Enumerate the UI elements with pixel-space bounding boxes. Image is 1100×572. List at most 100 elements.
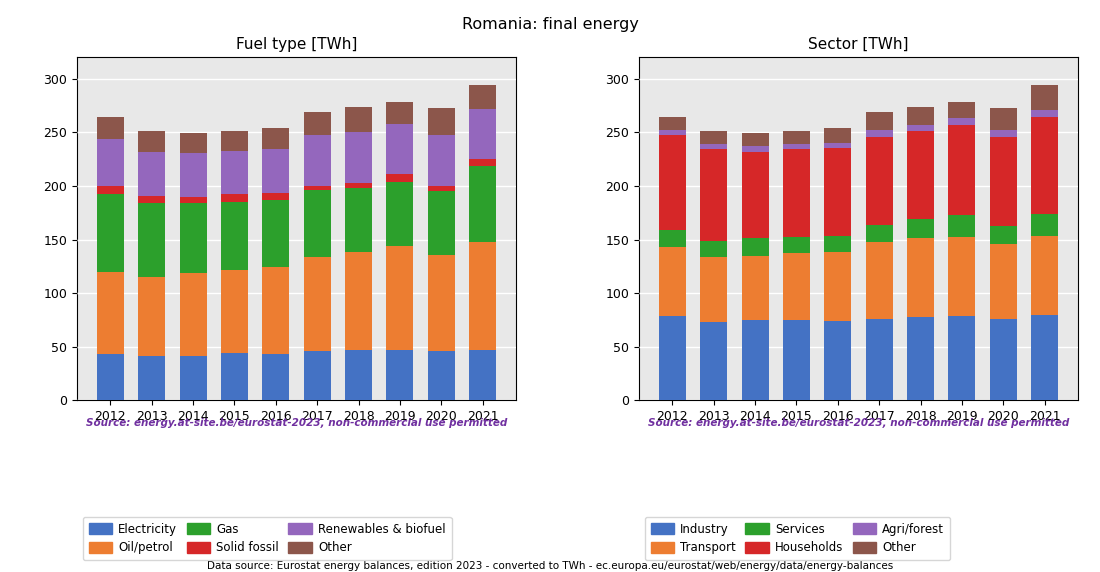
Bar: [428, 136, 454, 186]
Bar: [345, 132, 372, 182]
Bar: [824, 321, 851, 400]
Bar: [1031, 85, 1058, 110]
Bar: [221, 150, 248, 194]
Bar: [97, 138, 124, 186]
Text: Data source: Eurostat energy balances, edition 2023 - converted to TWh - ec.euro: Data source: Eurostat energy balances, e…: [207, 562, 893, 571]
Bar: [179, 203, 207, 273]
Bar: [386, 174, 414, 181]
Bar: [783, 320, 810, 400]
Bar: [783, 144, 810, 149]
Bar: [345, 350, 372, 400]
Bar: [908, 131, 934, 219]
Bar: [948, 102, 976, 118]
Bar: [179, 356, 207, 400]
Bar: [179, 273, 207, 356]
Bar: [139, 356, 165, 400]
Bar: [304, 112, 331, 136]
Bar: [1031, 117, 1058, 214]
Bar: [221, 131, 248, 150]
Bar: [990, 130, 1016, 137]
Bar: [1031, 214, 1058, 236]
Bar: [263, 354, 289, 400]
Bar: [1031, 236, 1058, 315]
Bar: [701, 131, 727, 144]
Bar: [1031, 110, 1058, 117]
Bar: [263, 149, 289, 193]
Bar: [470, 85, 496, 109]
Bar: [470, 241, 496, 350]
Bar: [428, 108, 454, 136]
Bar: [783, 253, 810, 320]
Legend: Electricity, Oil/petrol, Gas, Solid fossil, Renewables & biofuel, Other: Electricity, Oil/petrol, Gas, Solid foss…: [82, 517, 451, 561]
Bar: [741, 133, 769, 146]
Bar: [908, 125, 934, 131]
Bar: [263, 267, 289, 354]
Bar: [659, 316, 685, 400]
Bar: [97, 354, 124, 400]
Bar: [428, 191, 454, 255]
Text: Source: energy.at-site.be/eurostat-2023, non-commercial use permitted: Source: energy.at-site.be/eurostat-2023,…: [86, 418, 507, 427]
Bar: [97, 194, 124, 272]
Bar: [701, 241, 727, 257]
Bar: [386, 246, 414, 350]
Bar: [179, 133, 207, 153]
Bar: [345, 188, 372, 252]
Bar: [304, 186, 331, 190]
Bar: [741, 256, 769, 320]
Bar: [990, 137, 1016, 225]
Bar: [866, 137, 892, 224]
Bar: [866, 319, 892, 400]
Bar: [866, 241, 892, 319]
Bar: [1031, 315, 1058, 400]
Bar: [741, 146, 769, 152]
Bar: [659, 136, 685, 230]
Bar: [741, 320, 769, 400]
Bar: [824, 143, 851, 148]
Bar: [345, 182, 372, 188]
Bar: [139, 277, 165, 356]
Bar: [428, 351, 454, 400]
Bar: [866, 112, 892, 130]
Bar: [386, 124, 414, 174]
Bar: [824, 236, 851, 252]
Bar: [824, 148, 851, 236]
Bar: [659, 130, 685, 136]
Bar: [304, 136, 331, 186]
Bar: [263, 193, 289, 200]
Bar: [948, 316, 976, 400]
Bar: [470, 159, 496, 165]
Bar: [428, 186, 454, 191]
Bar: [470, 109, 496, 159]
Title: Fuel type [TWh]: Fuel type [TWh]: [235, 37, 358, 52]
Bar: [470, 350, 496, 400]
Bar: [139, 152, 165, 196]
Bar: [304, 257, 331, 351]
Bar: [783, 131, 810, 144]
Bar: [701, 322, 727, 400]
Bar: [428, 255, 454, 351]
Bar: [990, 319, 1016, 400]
Bar: [908, 219, 934, 239]
Bar: [97, 117, 124, 138]
Bar: [386, 102, 414, 124]
Bar: [659, 247, 685, 316]
Title: Sector [TWh]: Sector [TWh]: [808, 37, 909, 52]
Bar: [866, 224, 892, 241]
Bar: [179, 197, 207, 203]
Bar: [304, 351, 331, 400]
Bar: [866, 130, 892, 137]
Text: Romania: final energy: Romania: final energy: [462, 17, 638, 32]
Bar: [139, 203, 165, 277]
Bar: [948, 237, 976, 316]
Bar: [470, 165, 496, 241]
Bar: [263, 200, 289, 267]
Bar: [263, 128, 289, 149]
Bar: [97, 272, 124, 354]
Bar: [221, 194, 248, 202]
Bar: [221, 269, 248, 353]
Bar: [990, 244, 1016, 319]
Bar: [824, 128, 851, 143]
Bar: [659, 230, 685, 247]
Bar: [948, 125, 976, 215]
Bar: [179, 153, 207, 197]
